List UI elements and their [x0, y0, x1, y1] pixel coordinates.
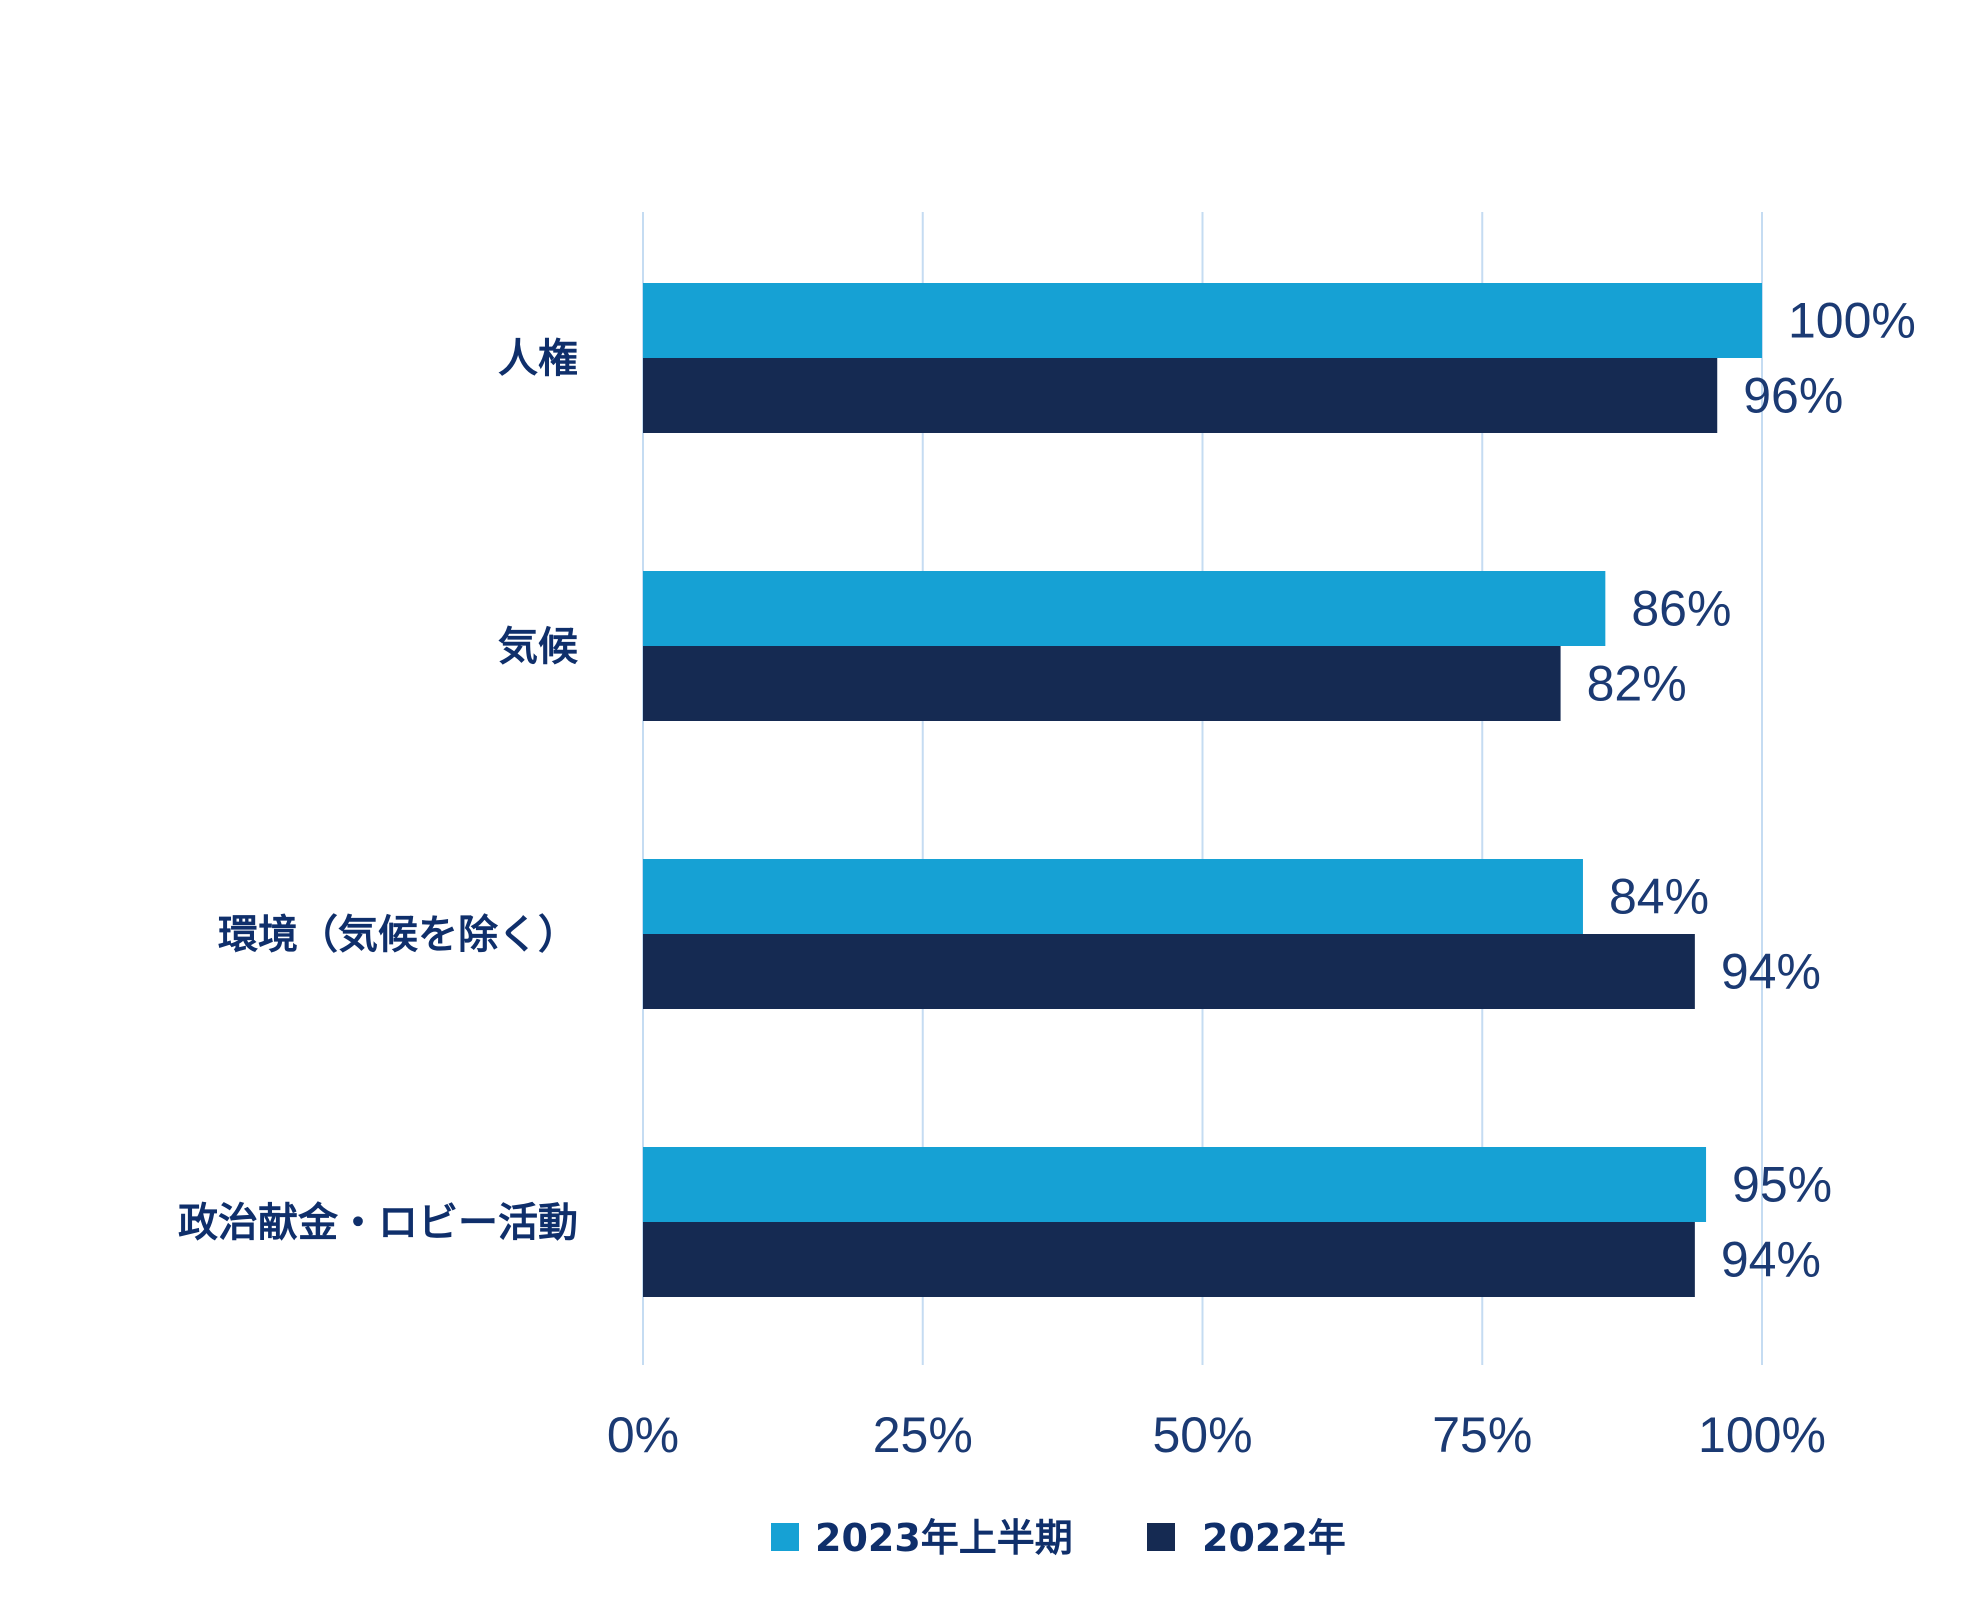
bar	[643, 934, 1695, 1009]
bar	[643, 1147, 1707, 1222]
data-labels: 100%96%86%82%84%94%95%94%	[1587, 293, 1916, 1288]
legend-swatch	[771, 1523, 799, 1551]
bar	[643, 1222, 1695, 1297]
category-label: 環境（気候を除く）	[218, 912, 578, 958]
bar	[643, 283, 1762, 358]
x-tick-label: 0%	[607, 1407, 679, 1463]
category-label: 政治献金・ロビー活動	[178, 1200, 578, 1246]
data-label: 100%	[1788, 293, 1916, 349]
legend-swatch	[1147, 1523, 1175, 1551]
x-axis-ticks: 0% 25% 50% 75% 100%	[607, 1407, 1826, 1463]
x-tick-label: 100%	[1698, 1407, 1826, 1463]
data-label: 82%	[1587, 656, 1687, 712]
data-label: 95%	[1732, 1157, 1832, 1213]
bars	[643, 283, 1762, 1297]
legend-label: 2022年	[1202, 1516, 1346, 1560]
data-label: 94%	[1721, 1232, 1821, 1288]
bar	[643, 571, 1606, 646]
data-label: 94%	[1721, 944, 1821, 1000]
data-label: 84%	[1609, 869, 1709, 925]
x-tick-label: 50%	[1152, 1407, 1252, 1463]
bar	[643, 358, 1718, 433]
bar	[643, 859, 1583, 934]
bar	[643, 646, 1561, 721]
category-label: 気候	[498, 624, 578, 670]
category-label: 人権	[498, 336, 578, 382]
data-label: 86%	[1631, 581, 1731, 637]
legend-label: 2023年上半期	[815, 1516, 1073, 1560]
x-tick-label: 25%	[873, 1407, 973, 1463]
x-tick-label: 75%	[1432, 1407, 1532, 1463]
legend: 2023年上半期 2022年	[771, 1516, 1346, 1560]
data-label: 96%	[1743, 368, 1843, 424]
